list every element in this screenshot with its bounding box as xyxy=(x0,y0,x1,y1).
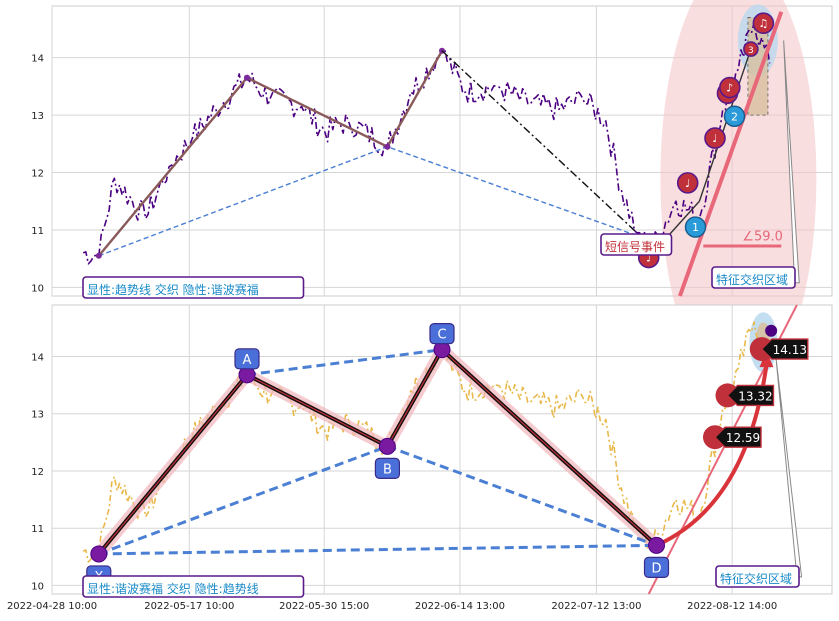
value-label: 13.32 xyxy=(738,389,772,403)
value-callout xyxy=(760,338,809,360)
value-label: 12.59 xyxy=(726,431,760,445)
x-axis: 2022-04-28 10:00 2022-05-17 10:00 2022-05-… xyxy=(7,601,777,612)
legend-text-box xyxy=(82,276,305,299)
count-marker xyxy=(684,216,707,238)
region-label-box xyxy=(715,565,800,588)
region-label: 特征交织区域 xyxy=(716,272,788,287)
x-tick-label: 2022-08-12 14:00 xyxy=(687,601,777,612)
signal-marker-label: 3 xyxy=(748,46,754,56)
signal-marker-label: ♩ xyxy=(646,252,651,265)
harmonic-leg-inner xyxy=(246,374,388,447)
signal-marker xyxy=(704,127,726,149)
pivot-dot xyxy=(384,143,391,150)
event-label-box xyxy=(600,233,673,256)
legend-text: 显性:谐波赛福 交织 隐性:趋势线 xyxy=(87,581,259,596)
peak-dot xyxy=(765,324,778,337)
harmonic-point-label: A xyxy=(243,353,252,368)
harmonic-point-label: B xyxy=(383,462,392,477)
harmonic-point-badge xyxy=(643,556,670,578)
y-tick-label: 12 xyxy=(31,467,44,478)
signal-marker xyxy=(752,12,775,35)
harmonic-point xyxy=(90,545,108,563)
region-label-box xyxy=(711,266,796,289)
trend-segment xyxy=(386,50,444,148)
y-tick-label: 10 xyxy=(31,283,44,294)
harmonic-guide xyxy=(98,444,388,556)
dashdot-trend-line xyxy=(441,50,638,234)
count-marker-label: 1 xyxy=(692,221,699,234)
trend-segment xyxy=(97,77,248,257)
breakout-line xyxy=(678,11,784,297)
pivot-dot xyxy=(95,252,102,259)
harmonic-point-label: D xyxy=(651,561,661,576)
y-tick-label: 14 xyxy=(31,54,44,65)
harmonic-point xyxy=(648,536,665,554)
harmonic-point-badge xyxy=(429,323,455,345)
harmonic-leg-inner xyxy=(98,374,248,555)
harmonic-point-label: C xyxy=(437,328,446,343)
trend-segment xyxy=(246,76,388,148)
harmonic-point-badge xyxy=(374,457,400,479)
count-marker xyxy=(723,105,746,127)
count-marker-label: 2 xyxy=(731,110,738,123)
y-tick-label: 14 xyxy=(31,353,44,364)
signal-marker xyxy=(743,41,759,57)
legend-text-box xyxy=(82,575,305,598)
signal-marker-label: ♪ xyxy=(726,82,733,95)
y-tick-label: 11 xyxy=(31,226,44,237)
y-tick-label: 13 xyxy=(31,410,44,421)
x-tick-label: 2022-05-17 10:00 xyxy=(144,601,234,612)
x-tick-label: 2022-05-30 15:00 xyxy=(279,601,369,612)
signal-marker-label: ♩ xyxy=(685,177,690,190)
signal-link xyxy=(698,48,752,202)
signal-marker xyxy=(719,76,741,99)
x-tick-label: 2022-07-12 13:00 xyxy=(551,601,641,612)
harmonic-leg-inner xyxy=(441,349,657,546)
y-tick-label: 10 xyxy=(31,581,44,592)
harmonic-guide xyxy=(246,348,443,377)
signal-marker xyxy=(676,172,699,194)
harmonic-point-badge xyxy=(234,348,260,370)
harmonic-point xyxy=(378,437,396,455)
x-tick-label: 2022-06-14 13:00 xyxy=(415,601,505,612)
signal-marker-label: ♫ xyxy=(758,17,768,30)
y-tick-label: 13 xyxy=(31,111,44,122)
y-tick-label: 11 xyxy=(31,524,44,535)
x-tick-label: 2022-04-28 10:00 xyxy=(7,601,97,612)
harmonic-leg-inner xyxy=(386,349,443,447)
harmonic-guide xyxy=(98,543,657,556)
region-label: 特征交织区域 xyxy=(720,571,792,586)
harmonic-guide xyxy=(386,444,658,547)
signal-zone xyxy=(660,0,817,397)
region-pointer xyxy=(783,40,800,284)
event-label: 短信号事件 xyxy=(605,240,665,254)
angle-label: ∠59.0 xyxy=(742,229,783,244)
pivot-dot xyxy=(244,74,250,81)
value-callout xyxy=(726,384,775,407)
legend-text: 显性:趋势线 交织 隐性:谐波赛福 xyxy=(87,282,259,297)
y-tick-label: 12 xyxy=(31,169,44,180)
signal-marker-label: ♩ xyxy=(712,132,717,145)
value-callout xyxy=(714,426,762,448)
value-label: 14.13 xyxy=(773,343,807,357)
